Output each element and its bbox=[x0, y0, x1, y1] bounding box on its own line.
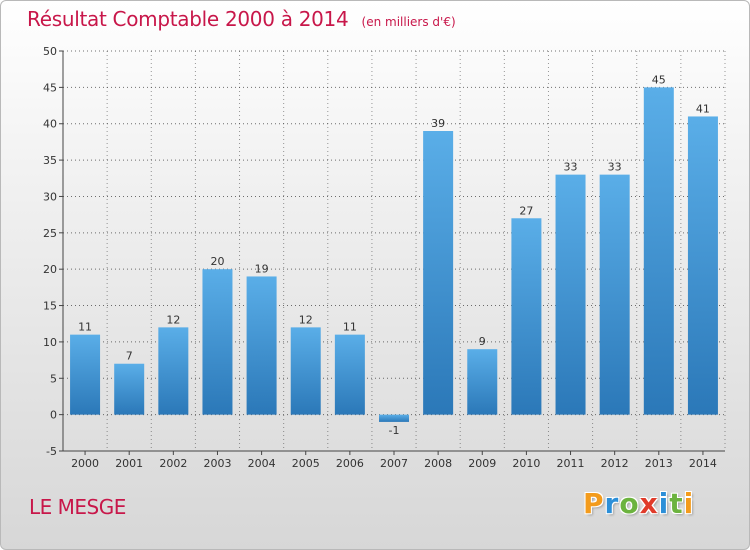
data-label: 41 bbox=[696, 102, 710, 115]
bar-2007 bbox=[379, 414, 409, 422]
bar-2012 bbox=[599, 174, 630, 415]
y-tick-label: 10 bbox=[43, 336, 57, 349]
chart-subtitle: (en milliers d'€) bbox=[361, 15, 456, 29]
data-label: 11 bbox=[78, 321, 92, 334]
bar-2008 bbox=[423, 131, 454, 415]
y-tick-label: 40 bbox=[43, 118, 57, 131]
y-tick-label: 25 bbox=[43, 227, 57, 240]
logo-letter: r bbox=[604, 487, 620, 520]
data-label: 12 bbox=[299, 313, 313, 326]
x-tick-label: 2001 bbox=[115, 457, 143, 470]
x-tick-label: 2002 bbox=[159, 457, 187, 470]
data-label: 7 bbox=[126, 350, 133, 363]
data-label: 12 bbox=[166, 313, 180, 326]
data-label: 33 bbox=[564, 161, 578, 174]
data-label: 39 bbox=[431, 117, 445, 130]
bar-2005 bbox=[290, 327, 321, 415]
bar-2014 bbox=[687, 116, 718, 415]
x-tick-label: 2004 bbox=[248, 457, 276, 470]
data-label: 19 bbox=[255, 262, 269, 275]
logo-letter: o bbox=[619, 487, 640, 520]
x-tick-label: 2012 bbox=[601, 457, 629, 470]
logo-letter: P bbox=[583, 487, 605, 520]
grid-lines bbox=[62, 50, 726, 452]
bar-2004 bbox=[246, 276, 277, 415]
x-tick-label: 2010 bbox=[512, 457, 540, 470]
chart-title: Résultat Comptable 2000 à 2014 bbox=[27, 7, 349, 31]
y-tick-label: 0 bbox=[50, 409, 57, 422]
x-tick-label: 2009 bbox=[468, 457, 496, 470]
x-tick-label: 2007 bbox=[380, 457, 408, 470]
data-label: 11 bbox=[343, 321, 357, 334]
y-tick-label: 15 bbox=[43, 300, 57, 313]
bar-2000 bbox=[70, 334, 101, 415]
logo-letter: x bbox=[639, 487, 659, 520]
data-label: 27 bbox=[519, 204, 533, 217]
x-tick-label: 2013 bbox=[645, 457, 673, 470]
town-name: LE MESGE bbox=[29, 495, 126, 519]
bar-2009 bbox=[467, 349, 498, 415]
bar-2011 bbox=[555, 174, 586, 415]
logo-letter: i bbox=[658, 487, 670, 520]
x-tick-label: 2011 bbox=[557, 457, 585, 470]
data-label: 20 bbox=[210, 255, 224, 268]
data-label: 45 bbox=[652, 73, 666, 86]
bar-2006 bbox=[334, 334, 365, 415]
data-label: 33 bbox=[608, 161, 622, 174]
axes bbox=[59, 50, 725, 455]
y-tick-label: 45 bbox=[43, 81, 57, 94]
labels: -5 0 5 10 15 20 25 30 35 40 45 50 2000 11 2001 7 2002 12 2… bbox=[43, 45, 717, 470]
logo-letter: i bbox=[683, 487, 695, 520]
x-tick-label: 2006 bbox=[336, 457, 364, 470]
x-tick-label: 2014 bbox=[689, 457, 717, 470]
y-tick-label: 20 bbox=[43, 263, 57, 276]
data-label: -1 bbox=[389, 424, 400, 437]
y-tick-label: -5 bbox=[46, 445, 57, 458]
title-row: Résultat Comptable 2000 à 2014 (en milli… bbox=[27, 7, 456, 31]
x-tick-label: 2005 bbox=[292, 457, 320, 470]
data-label: 9 bbox=[479, 335, 486, 348]
bars bbox=[70, 87, 718, 422]
bar-2010 bbox=[511, 218, 542, 415]
logo-letter: t bbox=[669, 487, 684, 520]
bar-2002 bbox=[158, 327, 189, 415]
y-tick-label: 5 bbox=[50, 372, 57, 385]
bar-2003 bbox=[202, 269, 233, 415]
x-tick-label: 2008 bbox=[424, 457, 452, 470]
proxiti-logo[interactable]: Proxiti bbox=[583, 487, 694, 520]
y-tick-label: 30 bbox=[43, 190, 57, 203]
bar-2001 bbox=[114, 363, 145, 415]
x-tick-label: 2000 bbox=[71, 457, 99, 470]
y-tick-label: 50 bbox=[43, 45, 57, 58]
y-tick-label: 35 bbox=[43, 154, 57, 167]
bar-2013 bbox=[643, 87, 674, 415]
x-tick-label: 2003 bbox=[203, 457, 231, 470]
